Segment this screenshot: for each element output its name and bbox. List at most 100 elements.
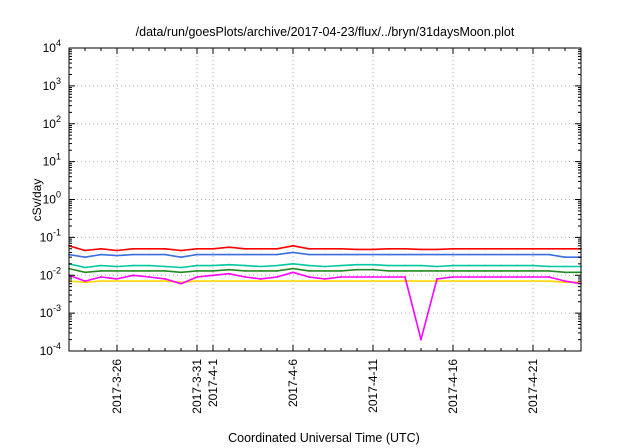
data-point bbox=[100, 270, 102, 272]
data-point bbox=[84, 256, 86, 259]
data-point bbox=[420, 248, 422, 251]
data-point bbox=[388, 264, 390, 267]
data-point bbox=[468, 253, 470, 256]
data-point bbox=[116, 280, 118, 282]
data-point bbox=[324, 278, 326, 280]
data-point bbox=[148, 276, 150, 278]
data-point bbox=[452, 270, 454, 272]
data-point bbox=[388, 270, 390, 272]
data-point bbox=[212, 270, 214, 272]
data-point bbox=[228, 263, 230, 266]
data-point bbox=[292, 280, 294, 282]
data-point bbox=[164, 280, 166, 282]
data-point bbox=[308, 276, 310, 278]
data-point bbox=[372, 263, 374, 266]
data-point bbox=[260, 270, 262, 272]
data-point bbox=[84, 280, 86, 282]
data-point bbox=[452, 247, 454, 250]
data-point bbox=[532, 264, 534, 267]
x-ticks: 2017-3-26 2017-3-31 2017-4-1 2017-4-6 2017-4… bbox=[84, 48, 566, 414]
data-point bbox=[356, 268, 358, 271]
data-point bbox=[500, 247, 502, 250]
data-point bbox=[356, 253, 358, 256]
data-point bbox=[164, 253, 166, 256]
data-point bbox=[356, 248, 358, 251]
data-point bbox=[420, 253, 422, 256]
data-point bbox=[436, 248, 438, 251]
data-point bbox=[308, 247, 310, 250]
data-point bbox=[148, 270, 150, 272]
data-point bbox=[212, 280, 214, 282]
data-point bbox=[372, 280, 374, 282]
data-point bbox=[468, 264, 470, 267]
y-tick-label: 10-2 bbox=[40, 265, 61, 282]
data-point bbox=[388, 253, 390, 256]
data-point bbox=[532, 270, 534, 272]
data-point bbox=[132, 264, 134, 267]
data-point bbox=[420, 270, 422, 272]
data-point bbox=[356, 263, 358, 266]
data-point bbox=[228, 280, 230, 282]
chart-title: /data/run/goesPlots/archive/2017-04-23/f… bbox=[136, 25, 515, 39]
data-point bbox=[164, 247, 166, 250]
data-point bbox=[500, 253, 502, 256]
data-point bbox=[404, 253, 406, 256]
y-tick-label-exponent: -3 bbox=[53, 303, 61, 313]
y-tick-label-base: 10 bbox=[43, 41, 57, 55]
data-point bbox=[132, 274, 134, 277]
data-point bbox=[100, 264, 102, 267]
y-tick-label-exponent: 2 bbox=[56, 114, 61, 124]
y-tick-label-exponent: -2 bbox=[53, 265, 61, 275]
y-tick-label-exponent: -4 bbox=[53, 341, 61, 351]
x-tick-label: 2017-3-26 bbox=[110, 359, 124, 414]
data-point bbox=[244, 276, 246, 278]
data-point bbox=[420, 264, 422, 267]
data-point bbox=[420, 280, 422, 282]
y-axis-label: cSv/day bbox=[30, 179, 44, 222]
data-point bbox=[564, 265, 566, 268]
data-point bbox=[116, 278, 118, 280]
data-point bbox=[452, 276, 454, 278]
data-point bbox=[404, 264, 406, 267]
x-tick-label: 2017-4-11 bbox=[366, 359, 380, 413]
data-point bbox=[420, 338, 422, 341]
data-point bbox=[164, 265, 166, 268]
x-tick-label: 2017-4-1 bbox=[206, 359, 220, 407]
data-point bbox=[468, 280, 470, 282]
data-point bbox=[516, 276, 518, 278]
data-point bbox=[212, 264, 214, 267]
data-point bbox=[516, 280, 518, 282]
data-point bbox=[196, 270, 198, 272]
data-point bbox=[388, 247, 390, 250]
data-point bbox=[468, 247, 470, 250]
data-point bbox=[564, 280, 566, 282]
data-point bbox=[260, 253, 262, 256]
data-point bbox=[228, 246, 230, 249]
data-point bbox=[132, 270, 134, 272]
grid bbox=[69, 48, 581, 351]
x-tick-label: 2017-4-16 bbox=[446, 359, 460, 414]
y-tick-label-base: 10 bbox=[43, 79, 57, 93]
data-point bbox=[404, 247, 406, 250]
data-point bbox=[100, 247, 102, 250]
data-point bbox=[500, 276, 502, 278]
data-point bbox=[244, 280, 246, 282]
data-point bbox=[148, 253, 150, 256]
data-point bbox=[132, 247, 134, 250]
data-point bbox=[404, 270, 406, 272]
data-point bbox=[436, 265, 438, 268]
y-tick-label-base: 10 bbox=[43, 155, 57, 169]
data-point bbox=[484, 247, 486, 250]
y-tick-label-exponent: 3 bbox=[56, 76, 61, 86]
x-tick-label: 2017-4-21 bbox=[526, 359, 540, 414]
data-point bbox=[340, 280, 342, 282]
data-point bbox=[292, 251, 294, 254]
data-point bbox=[340, 247, 342, 250]
data-point bbox=[148, 264, 150, 267]
data-point bbox=[516, 270, 518, 272]
y-tick-label-exponent: 1 bbox=[56, 152, 61, 162]
data-point bbox=[212, 274, 214, 277]
y-tick-label-base: 10 bbox=[40, 344, 54, 358]
data-point bbox=[292, 262, 294, 265]
y-tick-label: 104 bbox=[43, 38, 61, 55]
